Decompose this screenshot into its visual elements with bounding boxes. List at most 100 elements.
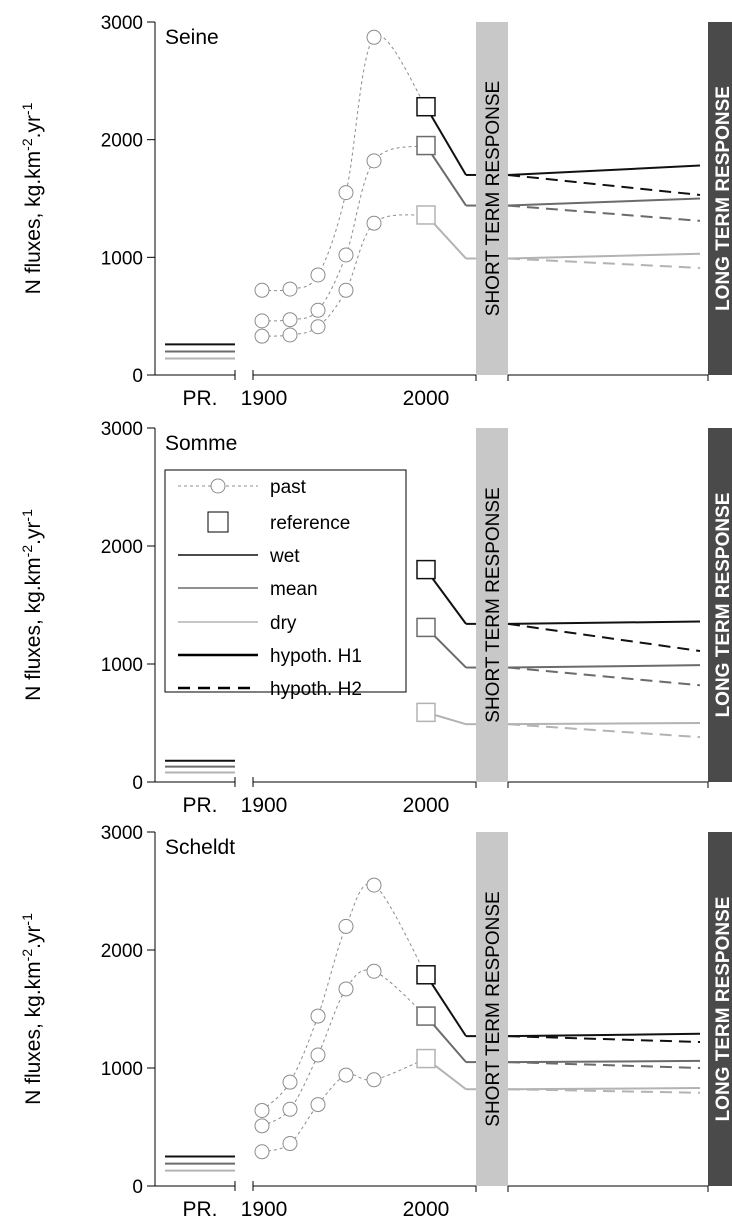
past-point [255, 329, 269, 343]
h1-line-wet [508, 622, 700, 624]
y-axis-label-sup: -1 [19, 509, 35, 522]
h1-line-mean [508, 1061, 700, 1062]
y-tick-label: 0 [132, 1177, 143, 1198]
past-point [255, 314, 269, 328]
past-point [339, 919, 353, 933]
y-axis-label-text: N fluxes, kg.km [22, 557, 45, 701]
past-point [367, 30, 381, 44]
reference-point-wet [417, 98, 435, 116]
panel-title: Somme [165, 432, 237, 455]
y-axis-label-text: N fluxes, kg.km [22, 151, 45, 295]
past-point [339, 283, 353, 297]
short-term-label: SHORT TERM RESPONSE [483, 487, 504, 722]
past-point [311, 303, 325, 317]
y-axis-label-sup: -1 [19, 102, 35, 115]
x-tick-label-pristine: PR. [182, 794, 217, 817]
y-axis-label-mid: .yr [22, 115, 45, 138]
x-tick-label-pristine: PR. [182, 387, 217, 410]
past-point [367, 216, 381, 230]
legend-label-wet: wet [269, 546, 300, 567]
past-point [283, 1102, 297, 1116]
reference-point-dry [417, 1050, 435, 1068]
reference-point-dry [417, 703, 435, 721]
past-point [255, 1119, 269, 1133]
y-axis-label-sup: -2 [19, 949, 35, 962]
h2-line-dry [508, 259, 700, 268]
reference-point-mean [417, 1007, 435, 1025]
y-axis-label-text: N fluxes, kg.km [22, 961, 45, 1105]
past-point [311, 1098, 325, 1112]
y-tick-label: 0 [132, 366, 143, 387]
legend-past-marker [211, 479, 225, 493]
past-point [311, 268, 325, 282]
x-tick-label-1900: 1900 [241, 1198, 288, 1221]
legend: past reference wet mean dry hypoth. H1 hypoth.… [165, 470, 406, 700]
reference-point-mean [417, 618, 435, 636]
legend-label-dry: dry [270, 613, 297, 634]
past-point [339, 186, 353, 200]
h2-line-dry [508, 1089, 700, 1093]
h2-line-wet [508, 624, 700, 651]
h1-line-dry [508, 723, 700, 724]
y-tick-label: 0 [132, 773, 143, 794]
past-point [283, 282, 297, 296]
y-axis-label-sup: -2 [19, 545, 35, 558]
reference-point-mean [417, 137, 435, 155]
h2-line-mean [508, 668, 700, 686]
y-tick-label: 2000 [101, 941, 143, 962]
past-point [367, 878, 381, 892]
y-axis-label-mid: .yr [22, 522, 45, 545]
h1-line-wet [508, 1034, 700, 1036]
panel-title: Scheldt [165, 836, 235, 859]
long-term-label: LONG TERM RESPONSE [713, 86, 732, 311]
y-axis-label: N fluxes, kg.km-2.yr-1 [19, 509, 45, 701]
h1-line-mean [508, 199, 700, 206]
reference-point-wet [417, 966, 435, 984]
short-term-label: SHORT TERM RESPONSE [483, 891, 504, 1126]
past-point [255, 1145, 269, 1159]
y-tick-label: 2000 [101, 537, 143, 558]
past-point [283, 1075, 297, 1089]
y-axis-label-sup: -2 [19, 138, 35, 151]
h1-line-dry [508, 254, 700, 259]
legend-label-h2: hypoth. H2 [270, 679, 362, 700]
h2-line-dry [508, 724, 700, 737]
past-point [367, 964, 381, 978]
legend-reference-marker [208, 512, 228, 532]
h2-line-wet [508, 1036, 700, 1042]
past-point [367, 154, 381, 168]
y-axis-label-mid: .yr [22, 926, 45, 949]
y-tick-label: 3000 [101, 823, 143, 844]
h2-line-mean [508, 1062, 700, 1068]
x-tick-label-2000: 2000 [403, 1198, 450, 1221]
y-axis-label: N fluxes, kg.km-2.yr-1 [19, 913, 45, 1105]
h1-line-wet [508, 166, 700, 175]
past-point [311, 320, 325, 334]
past-point [339, 1068, 353, 1082]
y-tick-label: 3000 [101, 13, 143, 34]
y-axis-label: N fluxes, kg.km-2.yr-1 [19, 102, 45, 294]
past-point [283, 313, 297, 327]
y-tick-label: 2000 [101, 131, 143, 152]
y-tick-label: 3000 [101, 419, 143, 440]
legend-label-mean: mean [270, 579, 318, 600]
long-term-label: LONG TERM RESPONSE [713, 493, 732, 718]
h2-line-mean [508, 206, 700, 221]
past-point [255, 1103, 269, 1117]
past-point [283, 1137, 297, 1151]
past-point [367, 1073, 381, 1087]
past-point [311, 1048, 325, 1062]
past-point [283, 328, 297, 342]
h1-line-mean [508, 665, 700, 667]
past-point [311, 1009, 325, 1023]
x-tick-label-2000: 2000 [403, 387, 450, 410]
x-tick-label-1900: 1900 [241, 387, 288, 410]
reference-point-wet [417, 561, 435, 579]
x-tick-label-2000: 2000 [403, 794, 450, 817]
reference-point-dry [417, 206, 435, 224]
y-tick-label: 1000 [101, 655, 143, 676]
legend-label-h1: hypoth. H1 [270, 646, 362, 667]
